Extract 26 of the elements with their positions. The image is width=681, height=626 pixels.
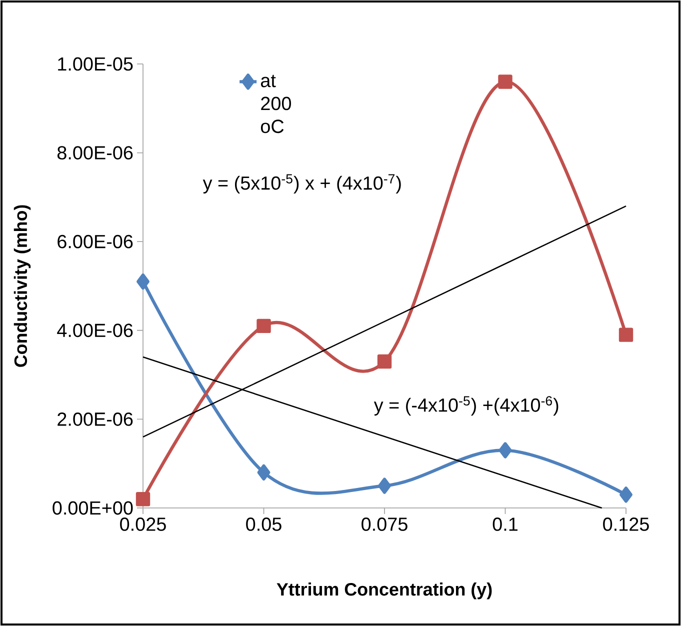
annotation: y = (5x10$^{-5}$) x + (4x10$^{-7}$) xyxy=(202,174,401,194)
y-tick-label: 6.00E-06 xyxy=(58,234,133,248)
point xyxy=(498,442,512,458)
x-tick-label: 0.125 xyxy=(603,518,649,531)
x-tick-label: 0.025 xyxy=(120,518,166,531)
y-tick-label: 8.00E-06 xyxy=(57,146,133,160)
x-axis-title: Yttrium Concentration (y) xyxy=(276,582,492,600)
y-tick-label: 4.00E-06 xyxy=(57,324,133,338)
x-tick-label: 0.1 xyxy=(492,518,518,531)
point xyxy=(498,74,512,89)
legend-label: at 200 oC xyxy=(260,74,291,134)
point xyxy=(377,354,392,369)
point xyxy=(620,486,632,503)
point xyxy=(378,478,391,494)
y-tick-label: 0.00E+00 xyxy=(52,501,133,515)
point xyxy=(618,328,634,342)
point xyxy=(256,318,271,334)
point xyxy=(136,273,150,290)
y-tick-label: 2.00E-06 xyxy=(58,412,133,426)
y-axis-title: Conductivity (mho) xyxy=(14,205,31,367)
point xyxy=(136,492,150,506)
y-tick-label: 1.00E-05 xyxy=(58,57,133,71)
x-tick-label: 0.05 xyxy=(246,518,282,531)
point xyxy=(257,464,270,481)
annotation: y = (-4x10$^{-5}$) +(4x10$^{-6}$) xyxy=(374,396,558,416)
x-tick-label: 0.075 xyxy=(362,518,408,531)
